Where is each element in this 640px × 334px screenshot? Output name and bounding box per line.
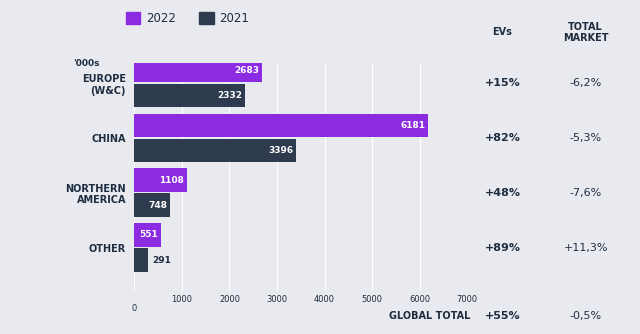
- Text: TOTAL
MARKET: TOTAL MARKET: [563, 22, 609, 43]
- Text: +82%: +82%: [484, 133, 520, 143]
- Text: +15%: +15%: [484, 78, 520, 88]
- Bar: [134, 223, 161, 247]
- Text: 2332: 2332: [218, 91, 243, 100]
- Text: 3396: 3396: [268, 146, 293, 155]
- Bar: [134, 248, 148, 272]
- Text: +11,3%: +11,3%: [563, 242, 608, 253]
- Bar: [134, 168, 187, 192]
- Text: -6,2%: -6,2%: [570, 78, 602, 88]
- Text: 1108: 1108: [159, 176, 184, 185]
- Text: +89%: +89%: [484, 242, 520, 253]
- Text: '000s: '000s: [74, 59, 100, 68]
- Bar: [134, 114, 428, 137]
- Text: -0,5%: -0,5%: [570, 311, 602, 321]
- Text: -7,6%: -7,6%: [570, 188, 602, 198]
- Text: GLOBAL TOTAL: GLOBAL TOTAL: [389, 311, 470, 321]
- Bar: [134, 193, 170, 217]
- Bar: [134, 139, 296, 162]
- Bar: [134, 59, 262, 82]
- Bar: [134, 84, 245, 107]
- Text: -5,3%: -5,3%: [570, 133, 602, 143]
- Text: 6181: 6181: [401, 121, 426, 130]
- Text: 0: 0: [132, 304, 137, 313]
- Text: EVs: EVs: [492, 27, 513, 37]
- Text: +55%: +55%: [484, 311, 520, 321]
- Text: 2683: 2683: [234, 66, 259, 75]
- Legend: 2022, 2021: 2022, 2021: [121, 8, 254, 30]
- Text: +48%: +48%: [484, 188, 520, 198]
- Text: 551: 551: [139, 230, 157, 239]
- Text: 291: 291: [152, 256, 171, 265]
- Text: 748: 748: [148, 201, 167, 210]
